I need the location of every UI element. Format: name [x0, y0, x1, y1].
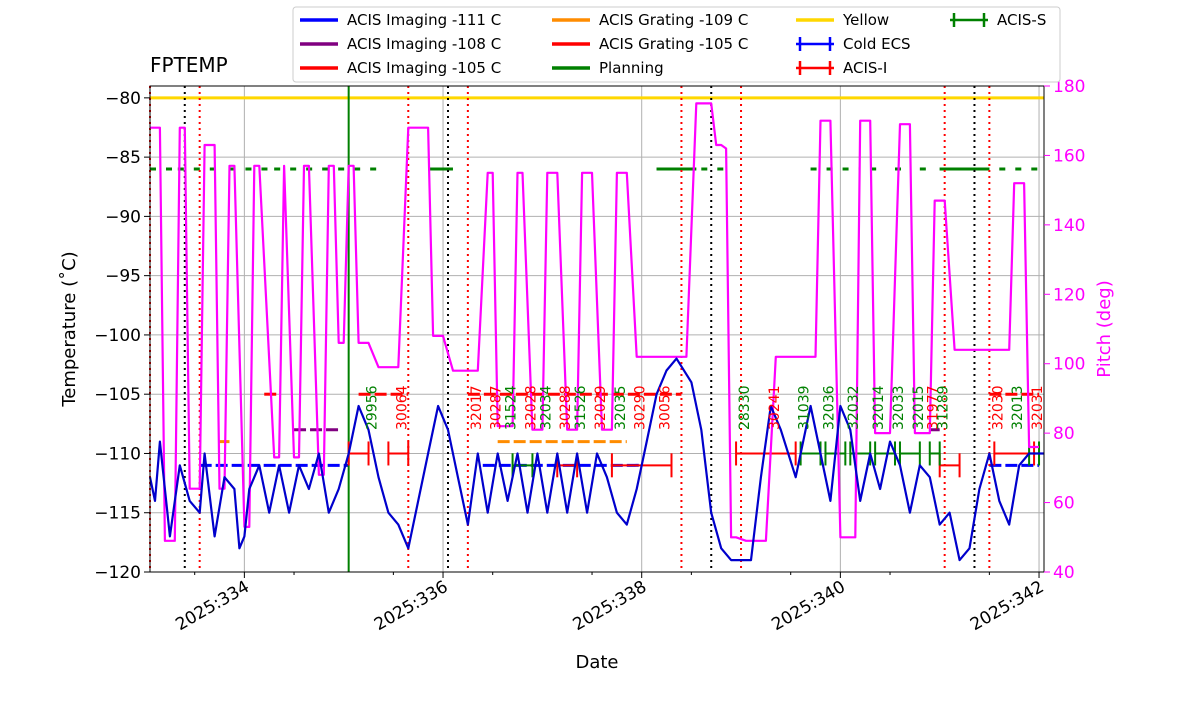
y-tick-label: −115 [94, 504, 141, 524]
obsid-label: 32015 [911, 385, 927, 430]
obsid-label: 31526 [573, 385, 589, 430]
y2-tick-label: 120 [1053, 285, 1085, 305]
legend-label: ACIS Imaging -108 C [347, 35, 501, 53]
plot-frame [149, 85, 1045, 573]
obsid-label: 30288 [558, 385, 574, 430]
y-axis-label: Temperature (˚C) [59, 251, 80, 407]
obsid-label: 30056 [658, 385, 674, 430]
legend-label: ACIS Imaging -105 C [347, 59, 501, 77]
y2-tick-label: 180 [1053, 77, 1085, 97]
legend-label: ACIS Grating -105 C [599, 35, 748, 53]
obsid-label: 30287 [489, 385, 505, 430]
obsid-label: 32014 [871, 385, 887, 430]
legend-label: ACIS Imaging -111 C [347, 11, 501, 29]
obsid-label: 32031 [1030, 385, 1046, 430]
y-tick-label: −85 [105, 148, 141, 168]
chart-title: FPTEMP [150, 53, 228, 77]
legend-label: Planning [599, 59, 664, 77]
obsid-label: 30064 [394, 385, 410, 430]
y2-axis-label: Pitch (deg) [1094, 280, 1115, 378]
fptemp-line [148, 357, 1044, 562]
obsid-label: 32013 [1010, 385, 1026, 430]
obsid-label: 32017 [469, 385, 485, 430]
obsid-label: 32030 [990, 385, 1006, 430]
legend-label: Cold ECS [843, 35, 911, 53]
obsid-label: 31289 [936, 385, 952, 430]
legend-label: ACIS-I [843, 59, 887, 77]
legend-label: Yellow [842, 11, 889, 29]
y2-tick-label: 80 [1053, 424, 1075, 444]
y-tick-label: −90 [105, 207, 141, 227]
y-tick-label: −105 [94, 385, 141, 405]
legend-label: ACIS-S [997, 11, 1046, 29]
obsid-label: 30241 [767, 385, 783, 430]
y-tick-label: −95 [105, 267, 141, 287]
y2-tick-label: 40 [1053, 563, 1075, 583]
obsid-label: 30290 [633, 385, 649, 430]
temperature-series [148, 357, 1044, 562]
obsid-label: 29956 [364, 385, 380, 430]
y-axis-ticks: −80 −85 −90 −95 −100 −105 −110 −115 −120 [94, 89, 150, 583]
y2-tick-label: 160 [1053, 146, 1085, 166]
y2-axis-ticks: 40 60 80 100 120 140 160 180 [1044, 77, 1085, 583]
obsid-label: 32035 [613, 385, 629, 430]
legend-box [292, 6, 1061, 83]
y2-tick-label: 100 [1053, 355, 1085, 375]
legend: ACIS Imaging -111 C ACIS Imaging -108 C AC… [292, 6, 1061, 83]
x-axis-label: Date [575, 652, 618, 673]
obsid-label: 31524 [504, 385, 520, 430]
obsid-label: 31039 [797, 385, 813, 430]
obsid-label: 32036 [821, 385, 837, 430]
obsid-label: 32032 [846, 385, 862, 430]
legend-label: ACIS Grating -109 C [599, 11, 748, 29]
y2-tick-label: 140 [1053, 216, 1085, 236]
limit-lines [150, 96, 1044, 467]
obsid-label: 31977 [926, 385, 942, 430]
y-tick-label: −110 [94, 444, 141, 464]
instrument-errorbars [347, 441, 1041, 478]
obsid-label: 32034 [538, 385, 554, 430]
y-tick-label: −120 [94, 563, 141, 583]
pitch-series [150, 102, 1039, 542]
y2-tick-label: 60 [1053, 494, 1075, 514]
obsid-label: 32033 [891, 385, 907, 430]
obsid-label: 32028 [523, 385, 539, 430]
y-tick-label: −100 [94, 326, 141, 346]
obsid-label: 28330 [737, 385, 753, 430]
y-tick-label: −80 [105, 89, 141, 109]
pitch-line [150, 102, 1039, 542]
obsid-label: 32029 [593, 385, 609, 430]
